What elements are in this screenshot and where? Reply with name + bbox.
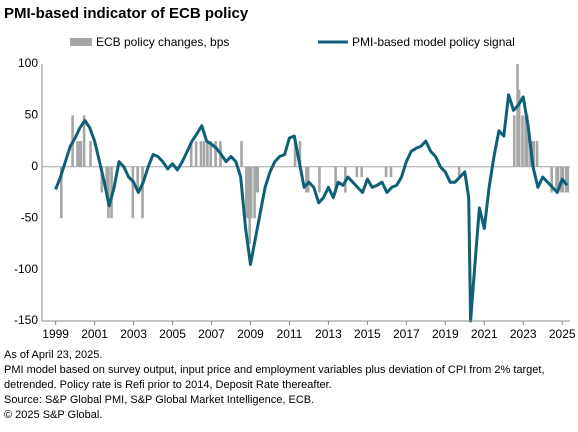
bar: [206, 141, 209, 167]
bar: [189, 141, 193, 167]
x-tick-label: 2019: [432, 327, 459, 341]
x-tick-label: 2015: [354, 327, 381, 341]
bar: [384, 166, 388, 178]
bar: [334, 166, 337, 193]
x-tick-label: 2021: [471, 327, 498, 341]
bar: [89, 141, 92, 167]
bar: [82, 115, 86, 167]
bar: [293, 141, 297, 167]
bar: [100, 166, 104, 193]
bar: [256, 166, 259, 193]
bar: [199, 141, 203, 167]
bar: [535, 141, 539, 167]
y-tick-label: -50: [21, 210, 39, 224]
chart-title: PMI-based indicator of ECB policy: [4, 5, 249, 22]
bar: [555, 166, 558, 193]
bar: [105, 166, 108, 193]
x-tick-label: 2009: [237, 327, 264, 341]
bar: [556, 166, 560, 193]
bar: [248, 166, 251, 244]
bar: [516, 64, 519, 167]
bar: [194, 141, 198, 167]
bar: [566, 166, 570, 193]
bar: [298, 141, 302, 167]
bar: [524, 115, 527, 167]
bar: [141, 166, 144, 219]
footnote: © 2025 S&P Global.: [4, 409, 102, 421]
x-tick-label: 2005: [159, 327, 186, 341]
bar: [202, 141, 206, 167]
bar: [245, 166, 248, 219]
x-tick-label: 2013: [315, 327, 342, 341]
bar: [246, 166, 250, 219]
bar: [209, 141, 213, 167]
bar: [360, 166, 364, 178]
bar: [318, 166, 321, 193]
bar: [249, 166, 253, 219]
footnote: As of April 23, 2025.: [4, 349, 102, 361]
bar: [131, 166, 135, 219]
legend-label: PMI-based model policy signal: [352, 35, 515, 49]
bar: [253, 166, 256, 219]
legend-label: ECB policy changes, bps: [96, 35, 229, 49]
footnote: detrended. Policy rate is Refi prior to …: [4, 379, 332, 391]
bar: [77, 141, 81, 167]
y-tick-label: -100: [14, 262, 38, 276]
x-tick-label: 2017: [393, 327, 420, 341]
bar: [59, 166, 63, 219]
bar: [306, 166, 310, 193]
bar: [240, 141, 243, 167]
bar: [76, 141, 79, 167]
bar: [512, 115, 516, 167]
y-tick-label: 50: [25, 108, 39, 122]
bar: [214, 141, 217, 167]
bar: [305, 166, 308, 193]
bar: [254, 166, 258, 193]
y-tick-label: -150: [14, 313, 38, 327]
y-tick-label: 100: [18, 56, 38, 70]
bar: [550, 166, 553, 193]
x-tick-label: 2025: [549, 327, 576, 341]
bar: [457, 166, 461, 178]
line: [54, 93, 569, 323]
bar: [517, 89, 521, 167]
bar: [389, 166, 393, 178]
bar: [526, 115, 529, 167]
x-tick-label: 2023: [510, 327, 537, 341]
x-tick-label: 2011: [277, 327, 303, 341]
y-tick-label: 0: [31, 159, 38, 173]
x-tick-label: 2003: [120, 327, 147, 341]
legend-swatch: [70, 38, 92, 46]
bar: [355, 166, 359, 178]
bar: [136, 166, 139, 193]
bar: [107, 166, 110, 219]
bar: [79, 141, 83, 167]
bar: [564, 166, 568, 193]
bar: [521, 115, 524, 167]
footnote: PMI model based on survey output, input …: [4, 364, 545, 376]
x-tick-label: 2001: [81, 327, 108, 341]
footnote: Source: S&P Global PMI, S&P Global Marke…: [4, 394, 314, 406]
x-tick-label: 1999: [42, 327, 69, 341]
x-tick-label: 2007: [198, 327, 225, 341]
bar: [532, 141, 536, 167]
